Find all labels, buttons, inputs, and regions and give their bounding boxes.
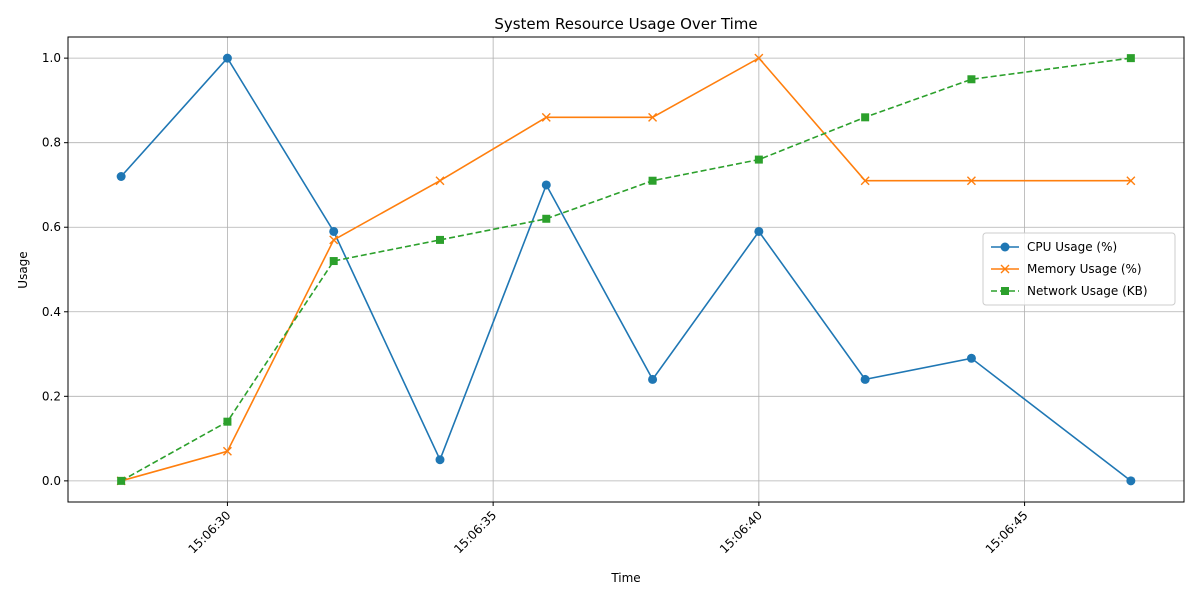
data-point-cpu: [966, 353, 976, 363]
y-tick-label: 0.2: [42, 389, 61, 403]
series-network: [117, 54, 1135, 485]
y-axis: 0.0 0.2 0.4 0.6 0.8 1.0: [42, 51, 68, 488]
data-point-network: [648, 176, 657, 185]
data-point-network: [117, 476, 126, 485]
y-tick-label: 0.8: [42, 136, 61, 150]
data-point-cpu: [860, 374, 870, 384]
data-point-network: [1126, 54, 1135, 63]
data-point-network: [967, 75, 976, 84]
series-memory: [116, 53, 1136, 486]
legend-label-network: Network Usage (KB): [1027, 284, 1148, 298]
data-point-memory: [222, 446, 232, 456]
data-point-cpu: [329, 226, 339, 236]
data-point-network: [754, 155, 763, 164]
data-point-network: [329, 257, 338, 266]
y-axis-label: Usage: [16, 251, 30, 288]
data-point-memory: [754, 53, 764, 63]
data-point-network: [223, 417, 232, 426]
data-point-network: [542, 214, 551, 223]
data-point-memory: [966, 176, 976, 186]
data-point-memory: [648, 112, 658, 122]
data-point-memory: [435, 176, 445, 186]
y-tick-label: 0.0: [42, 474, 61, 488]
data-point-memory: [541, 112, 551, 122]
data-point-cpu: [435, 455, 445, 465]
data-point-cpu: [648, 374, 658, 384]
data-point-cpu: [222, 53, 232, 63]
data-point-memory: [1126, 176, 1136, 186]
legend-label-cpu: CPU Usage (%): [1027, 240, 1117, 254]
y-tick-label: 0.6: [42, 220, 61, 234]
data-point-network: [436, 235, 444, 244]
data-point-cpu: [754, 226, 764, 236]
data-point-memory: [860, 176, 870, 186]
legend-label-memory: Memory Usage (%): [1027, 262, 1142, 276]
y-tick-label: 1.0: [42, 51, 61, 65]
chart-title: System Resource Usage Over Time: [494, 15, 757, 33]
legend: CPU Usage (%) Memory Usage (%) Network Usa…: [982, 232, 1176, 306]
x-axis-label: Time: [610, 571, 640, 585]
series-line-cpu: [120, 56, 1132, 482]
legend-marker-cpu: [1000, 242, 1010, 252]
series-cpu: [116, 53, 1136, 486]
legend-box: [982, 232, 1176, 306]
series-line-network: [120, 57, 1132, 482]
plot-frame: [67, 36, 1185, 503]
data-point-cpu: [541, 180, 551, 190]
data-point-network: [861, 113, 870, 122]
series-layer: [116, 53, 1136, 486]
series-line-memory: [120, 57, 1131, 482]
data-point-cpu: [116, 172, 126, 181]
legend-marker-network: [1001, 287, 1009, 295]
legend-marker-memory: [1000, 264, 1010, 274]
data-point-cpu: [1126, 476, 1136, 486]
data-point-memory: [329, 235, 339, 245]
y-tick-label: 0.4: [42, 305, 61, 319]
